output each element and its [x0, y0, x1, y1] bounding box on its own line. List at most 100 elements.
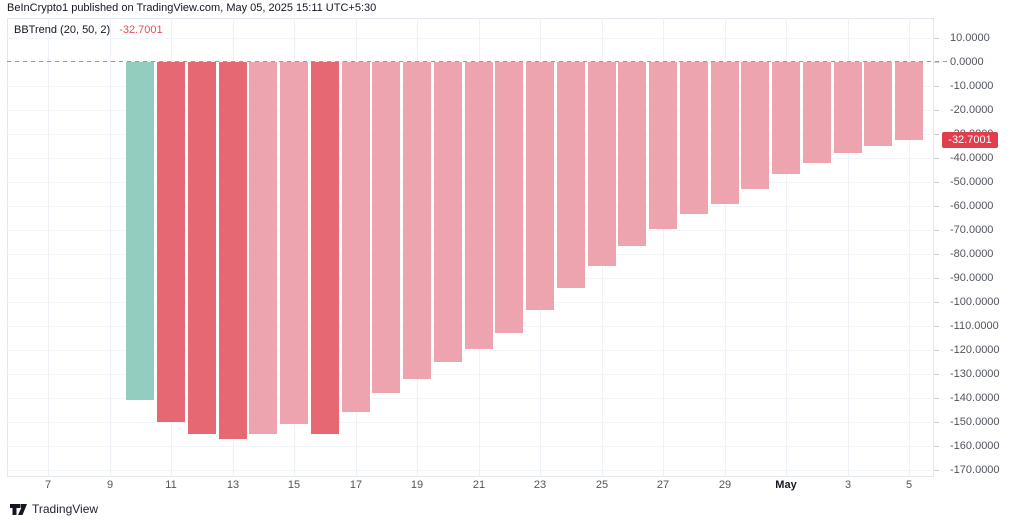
x-axis-label: 27	[656, 479, 670, 491]
y-axis-tick	[934, 422, 939, 423]
y-axis-tick	[934, 62, 939, 63]
tradingview-logo-icon	[10, 503, 27, 515]
y-axis-label: -130.0000	[950, 368, 1000, 380]
x-axis-label: May	[775, 479, 797, 491]
y-axis-label: -150.0000	[950, 416, 1000, 428]
histogram-bar-apr-19	[403, 62, 431, 379]
histogram-bar-may-4	[864, 62, 892, 146]
histogram-bar-apr-29	[711, 62, 739, 204]
v-gridline	[786, 18, 787, 477]
x-axis-label: 5	[905, 479, 913, 491]
y-axis-label: -160.0000	[950, 440, 1000, 452]
x-axis-label: 13	[226, 479, 240, 491]
y-axis-label: -170.0000	[950, 464, 1000, 476]
y-axis-tick	[934, 230, 939, 231]
y-axis-tick	[934, 446, 939, 447]
histogram-bar-apr-25	[588, 62, 616, 266]
histogram-bar-apr-14	[249, 62, 277, 434]
histogram-bar-apr-15	[280, 62, 308, 424]
y-axis-tick	[934, 110, 939, 111]
y-axis-tick	[934, 38, 939, 39]
y-axis-tick	[934, 398, 939, 399]
x-axis-label: 9	[106, 479, 114, 491]
y-axis-label: -120.0000	[950, 344, 1000, 356]
h-gridline	[7, 398, 934, 399]
y-axis-label: -110.0000	[950, 320, 999, 332]
histogram-bar-may-5	[895, 62, 923, 140]
zero-dashed-line	[7, 61, 947, 62]
y-axis-label: -40.0000	[950, 152, 994, 164]
h-gridline	[7, 470, 934, 471]
histogram-bar-apr-20	[434, 62, 462, 362]
v-gridline	[663, 18, 664, 477]
v-gridline	[909, 18, 910, 477]
histogram-bar-apr-22	[495, 62, 523, 333]
x-axis-label: 23	[533, 479, 547, 491]
x-axis-label: 3	[844, 479, 852, 491]
histogram-bar-apr-10	[126, 62, 154, 400]
v-gridline	[110, 18, 111, 477]
y-axis-label: -80.0000	[950, 248, 994, 260]
h-gridline	[7, 446, 934, 447]
x-axis-label: 21	[472, 479, 486, 491]
x-axis-label: 19	[410, 479, 424, 491]
y-axis-tick	[934, 278, 939, 279]
h-gridline	[7, 422, 934, 423]
y-axis-label: -20.0000	[950, 104, 994, 116]
histogram-bar-may-2	[803, 62, 831, 163]
y-axis-tick	[934, 350, 939, 351]
indicator-label: BBTrend (20, 50, 2)	[14, 24, 111, 36]
x-axis-label: 29	[718, 479, 732, 491]
y-axis-label: -90.0000	[950, 272, 994, 284]
y-axis-label: 0.0000	[950, 56, 984, 68]
y-axis-tick	[934, 86, 939, 87]
histogram-bar-apr-16	[311, 62, 339, 434]
attribution-text: BeInCrypto1 published on TradingView.com…	[7, 2, 377, 14]
x-axis-label: 15	[287, 479, 301, 491]
y-axis-tick	[934, 158, 939, 159]
y-axis-tick	[934, 470, 939, 471]
last-value-tag: -32.7001	[942, 132, 998, 148]
histogram-bar-apr-11	[157, 62, 185, 422]
y-axis-label: -60.0000	[950, 200, 994, 212]
y-axis-label: 10.0000	[950, 32, 990, 44]
y-axis-tick	[934, 302, 939, 303]
y-axis-tick	[934, 374, 939, 375]
histogram-bar-apr-23	[526, 62, 554, 310]
tradingview-logo[interactable]: TradingView	[10, 502, 98, 516]
histogram-bar-apr-18	[372, 62, 400, 393]
histogram-bar-apr-26	[618, 62, 646, 246]
h-gridline	[7, 374, 934, 375]
y-axis-tick	[934, 254, 939, 255]
histogram-bar-apr-27	[649, 62, 677, 229]
x-axis-label: 11	[165, 479, 177, 491]
v-gridline	[848, 18, 849, 477]
histogram-bar-apr-12	[188, 62, 216, 434]
y-axis-label: -10.0000	[950, 80, 994, 92]
histogram-bar-may-3	[834, 62, 862, 153]
histogram-bar-apr-13	[219, 62, 247, 439]
indicator-value: -32.7001	[119, 24, 163, 36]
h-gridline	[7, 350, 934, 351]
h-gridline	[7, 38, 934, 39]
x-axis-label: 17	[349, 479, 363, 491]
y-axis-tick	[934, 134, 939, 135]
indicator-legend-row[interactable]: BBTrend (20, 50, 2) -32.7001	[14, 24, 163, 36]
histogram-bar-apr-24	[557, 62, 585, 288]
y-axis-label: -70.0000	[950, 224, 994, 236]
v-gridline	[48, 18, 49, 477]
histogram-bar-apr-30	[741, 62, 769, 189]
v-gridline	[725, 18, 726, 477]
y-axis-tick	[934, 206, 939, 207]
y-axis-tick	[934, 182, 939, 183]
tradingview-logo-text: TradingView	[32, 502, 99, 516]
histogram-bar-apr-28	[680, 62, 708, 214]
x-axis-label: 7	[44, 479, 52, 491]
histogram-bar-may-1	[772, 62, 800, 174]
y-axis-label: -50.0000	[950, 176, 994, 188]
histogram-bar-apr-17	[342, 62, 370, 412]
y-axis-label: -100.0000	[950, 296, 1000, 308]
x-axis-label: 25	[595, 479, 609, 491]
histogram-bar-apr-21	[465, 62, 493, 349]
